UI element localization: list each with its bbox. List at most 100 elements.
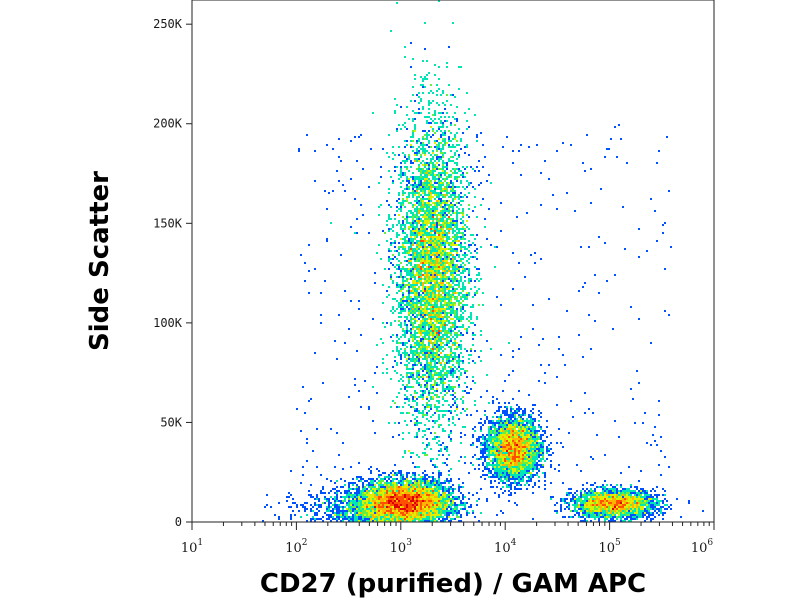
event-dot [438, 240, 440, 242]
event-dot [420, 302, 422, 304]
event-dot [408, 354, 410, 356]
event-dot [496, 454, 498, 456]
event-dot [452, 156, 454, 158]
event-dot [448, 346, 450, 348]
event-dot [534, 460, 536, 462]
event-dot [438, 372, 440, 374]
event-dot [380, 484, 382, 486]
event-dot [474, 454, 476, 456]
event-dot [540, 460, 542, 462]
event-dot [424, 176, 426, 178]
event-dot [502, 412, 504, 414]
event-dot [396, 362, 398, 364]
event-dot [518, 426, 520, 428]
event-dot [564, 364, 566, 366]
event-dot [422, 304, 424, 306]
event-dot [428, 334, 430, 336]
event-dot [416, 454, 418, 456]
event-dot [432, 294, 434, 296]
event-dot [434, 250, 436, 252]
event-dot [482, 474, 484, 476]
event-dot [488, 434, 490, 436]
event-dot [436, 358, 438, 360]
event-dot [430, 298, 432, 300]
event-dot [454, 248, 456, 250]
event-dot [392, 280, 394, 282]
event-dot [540, 428, 542, 430]
event-dot [392, 340, 394, 342]
event-dot [426, 266, 428, 268]
event-dot [426, 384, 428, 386]
event-dot [506, 456, 508, 458]
event-dot [400, 308, 402, 310]
event-dot [442, 146, 444, 148]
event-dot [400, 474, 402, 476]
event-dot [520, 414, 522, 416]
event-dot [462, 326, 464, 328]
event-dot [416, 252, 418, 254]
event-dot [530, 438, 532, 440]
event-dot [430, 316, 432, 318]
event-dot [408, 250, 410, 252]
event-dot [448, 388, 450, 390]
event-dot [416, 310, 418, 312]
event-dot [460, 266, 462, 268]
event-dot [446, 318, 448, 320]
event-dot [456, 414, 458, 416]
event-dot [400, 168, 402, 170]
event-dot [504, 434, 506, 436]
event-dot [444, 354, 446, 356]
event-dot [414, 306, 416, 308]
event-dot [454, 146, 456, 148]
event-dot [438, 306, 440, 308]
event-dot [452, 352, 454, 354]
event-dot [406, 188, 408, 190]
event-dot [442, 404, 444, 406]
event-dot [454, 236, 456, 238]
event-dot [416, 328, 418, 330]
event-dot [406, 278, 408, 280]
event-dot [490, 422, 492, 424]
event-dot [444, 296, 446, 298]
event-dot [410, 262, 412, 264]
event-dot [496, 444, 498, 446]
event-dot [476, 252, 478, 254]
event-dot [452, 210, 454, 212]
event-dot [536, 464, 538, 466]
event-dot [440, 256, 442, 258]
event-dot [462, 290, 464, 292]
event-dot [518, 442, 520, 444]
event-dot [424, 278, 426, 280]
event-dot [520, 484, 522, 486]
event-dot [406, 484, 408, 486]
event-dot [420, 190, 422, 192]
event-dot [464, 370, 466, 372]
event-dot [436, 294, 438, 296]
event-dot [406, 212, 408, 214]
event-dot [406, 342, 408, 344]
event-dot [558, 336, 560, 338]
event-dot [448, 192, 450, 194]
event-dot [500, 460, 502, 462]
event-dot [456, 300, 458, 302]
event-dot [460, 212, 462, 214]
event-dot [434, 432, 436, 434]
event-dot [456, 292, 458, 294]
event-dot [454, 298, 456, 300]
event-dot [432, 368, 434, 370]
event-dot [478, 436, 480, 438]
event-dot [428, 196, 430, 198]
event-dot [404, 240, 406, 242]
event-dot [420, 238, 422, 240]
event-dot [418, 266, 420, 268]
event-dot [510, 464, 512, 466]
event-dot [416, 148, 418, 150]
event-dot [410, 358, 412, 360]
event-dot [438, 298, 440, 300]
event-dot [418, 234, 420, 236]
event-dot [452, 358, 454, 360]
event-dot [432, 326, 434, 328]
event-dot [416, 264, 418, 266]
event-dot [444, 226, 446, 228]
event-dot [290, 470, 292, 472]
